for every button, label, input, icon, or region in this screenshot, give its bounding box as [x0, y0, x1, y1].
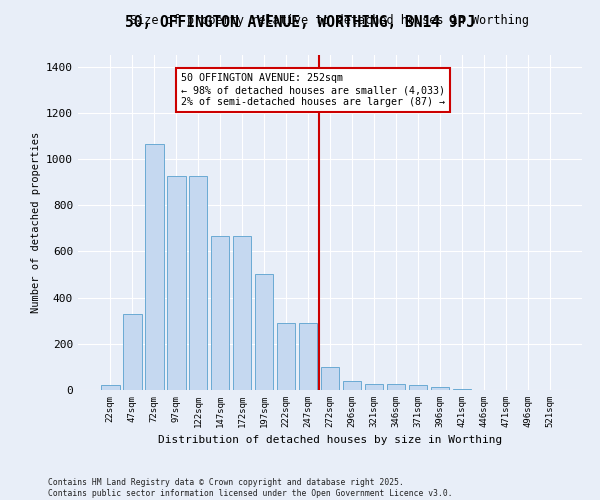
- Text: 50, OFFINGTON AVENUE, WORTHING, BN14 9PJ: 50, OFFINGTON AVENUE, WORTHING, BN14 9PJ: [125, 15, 475, 30]
- Bar: [343, 381, 361, 390]
- Bar: [167, 176, 185, 390]
- Y-axis label: Number of detached properties: Number of detached properties: [31, 132, 41, 313]
- Bar: [299, 323, 317, 390]
- Text: 50 OFFINGTON AVENUE: 252sqm
← 98% of detached houses are smaller (4,033)
2% of s: 50 OFFINGTON AVENUE: 252sqm ← 98% of det…: [181, 74, 445, 106]
- Text: Contains HM Land Registry data © Crown copyright and database right 2025.
Contai: Contains HM Land Registry data © Crown c…: [48, 478, 452, 498]
- Bar: [123, 314, 142, 390]
- Bar: [386, 384, 405, 390]
- Bar: [431, 386, 449, 390]
- Bar: [189, 176, 208, 390]
- X-axis label: Distribution of detached houses by size in Worthing: Distribution of detached houses by size …: [158, 436, 502, 446]
- Bar: [145, 144, 164, 390]
- Bar: [320, 367, 340, 390]
- Bar: [211, 236, 229, 390]
- Bar: [409, 386, 427, 390]
- Bar: [255, 274, 274, 390]
- Bar: [101, 386, 119, 390]
- Bar: [277, 323, 295, 390]
- Bar: [452, 389, 471, 390]
- Title: Size of property relative to detached houses in Worthing: Size of property relative to detached ho…: [131, 14, 530, 28]
- Bar: [365, 384, 383, 390]
- Bar: [233, 236, 251, 390]
